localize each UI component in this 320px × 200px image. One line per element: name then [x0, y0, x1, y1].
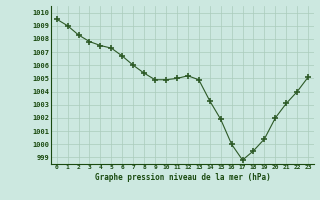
X-axis label: Graphe pression niveau de la mer (hPa): Graphe pression niveau de la mer (hPa): [94, 173, 270, 182]
